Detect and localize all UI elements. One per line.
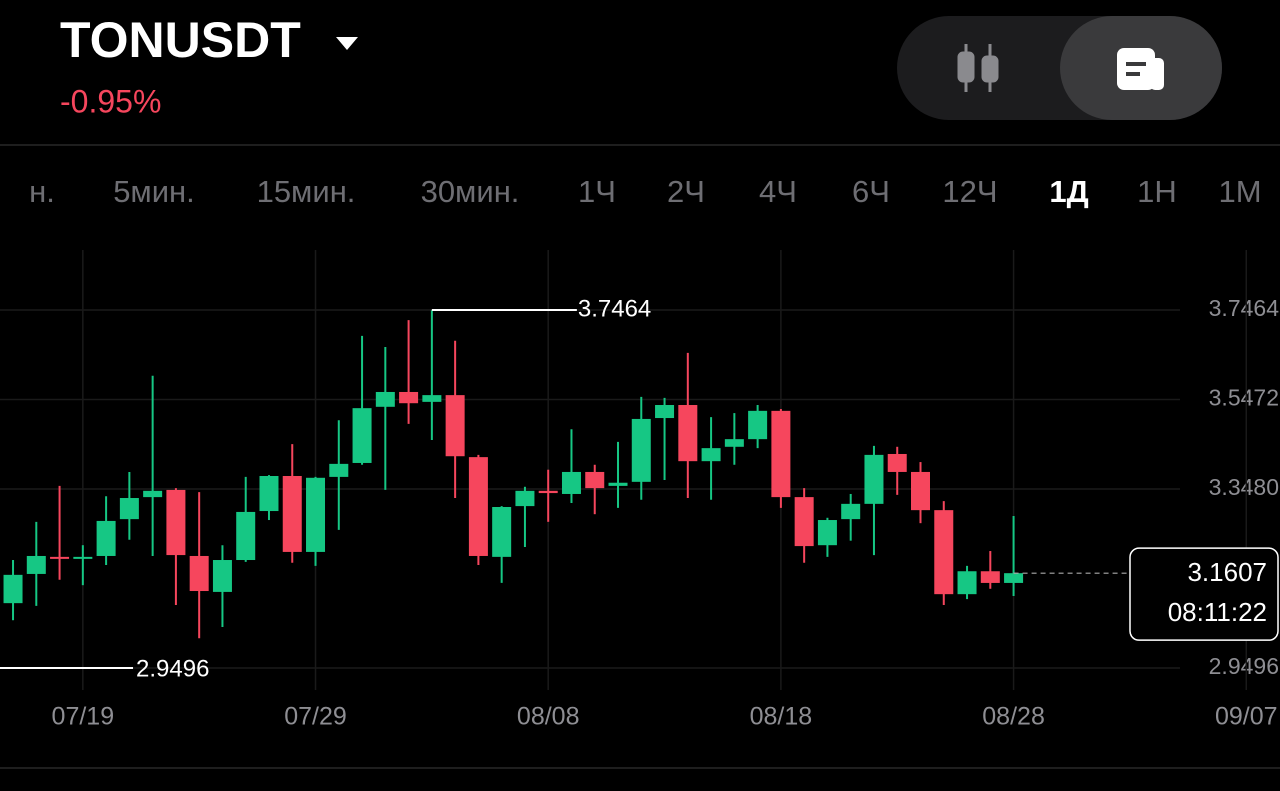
candle-body xyxy=(282,475,302,552)
candle-body xyxy=(1004,573,1024,583)
interval-tab[interactable]: 2Ч xyxy=(667,174,705,209)
x-tick-label: 09/07 xyxy=(1215,703,1278,731)
candle-body xyxy=(50,556,70,559)
y-tick-label: 3.7464 xyxy=(1209,295,1280,321)
candle-body xyxy=(655,405,675,419)
candle-body xyxy=(236,511,256,561)
candle-body xyxy=(73,556,93,559)
y-tick-label: 3.5472 xyxy=(1209,385,1279,411)
candle-body xyxy=(980,571,1000,583)
y-tick-label: 2.9496 xyxy=(1209,653,1279,679)
candle-body xyxy=(3,574,23,604)
interval-tab[interactable]: н. xyxy=(29,174,55,209)
candle-body xyxy=(538,490,558,494)
candle-body xyxy=(399,391,419,404)
candle-body xyxy=(887,453,907,472)
interval-tab[interactable]: 5мин. xyxy=(113,174,195,209)
candle-body xyxy=(422,395,442,402)
candle-body xyxy=(608,482,628,486)
candle-body xyxy=(771,410,791,498)
candle-body xyxy=(492,506,512,557)
interval-tab[interactable]: 4Ч xyxy=(759,174,797,209)
candle-body xyxy=(911,471,931,511)
candle-body xyxy=(329,463,349,477)
interval-tab[interactable]: 15мин. xyxy=(257,174,356,209)
candle-body xyxy=(166,489,186,556)
low-marker-label: 2.9496 xyxy=(136,655,209,682)
candle-body xyxy=(934,510,954,595)
candle-body xyxy=(678,405,698,462)
interval-tab[interactable]: 1Д xyxy=(1049,174,1088,209)
symbol[interactable]: TONUSDT xyxy=(60,12,301,68)
x-tick-label: 07/19 xyxy=(52,703,115,731)
candle-body xyxy=(864,454,884,504)
candle-body xyxy=(212,560,232,592)
interval-tab[interactable]: 12Ч xyxy=(942,174,997,209)
last-price-label: 3.1607 xyxy=(1187,557,1267,587)
candle-body xyxy=(468,457,488,556)
candle-body xyxy=(445,395,465,457)
y-tick-label: 3.3480 xyxy=(1209,474,1279,500)
candle-body xyxy=(561,471,581,494)
candle-body xyxy=(841,503,861,520)
symbol-dropdown[interactable] xyxy=(336,37,358,50)
x-tick-label: 07/29 xyxy=(284,703,347,731)
candle-body xyxy=(375,391,395,407)
candle-body xyxy=(585,471,605,489)
candle-body xyxy=(352,408,372,463)
candle-body xyxy=(631,418,651,482)
x-tick-label: 08/08 xyxy=(517,703,580,731)
x-tick-label: 08/18 xyxy=(750,703,813,731)
interval-tab[interactable]: 1Ч xyxy=(578,174,616,209)
candle-body xyxy=(306,477,326,552)
candle-body xyxy=(701,448,721,462)
interval-tab[interactable]: 1Н xyxy=(1137,174,1177,209)
candle-body xyxy=(143,490,163,498)
interval-tab[interactable]: 6Ч xyxy=(852,174,890,209)
list-icon[interactable] xyxy=(1117,48,1164,90)
candle-body xyxy=(515,490,535,507)
price-change: -0.95% xyxy=(60,83,161,119)
candle-body xyxy=(794,497,814,547)
candle-body xyxy=(26,555,46,574)
interval-tab[interactable]: 1М xyxy=(1218,174,1261,209)
candle-body xyxy=(259,475,279,512)
x-tick-label: 08/28 xyxy=(982,703,1045,731)
candle-body xyxy=(189,555,209,592)
candle-body xyxy=(748,410,768,440)
candle-body xyxy=(724,439,744,447)
candle-body xyxy=(96,520,116,556)
candle-icon[interactable] xyxy=(957,44,999,92)
interval-tab[interactable]: 30мин. xyxy=(421,174,520,209)
candle-body xyxy=(817,520,837,546)
high-marker-label: 3.7464 xyxy=(578,295,651,322)
last-price-box xyxy=(1129,547,1279,641)
countdown: 08:11:22 xyxy=(1168,597,1267,627)
candle-body xyxy=(119,498,139,520)
candle-body xyxy=(957,571,977,595)
